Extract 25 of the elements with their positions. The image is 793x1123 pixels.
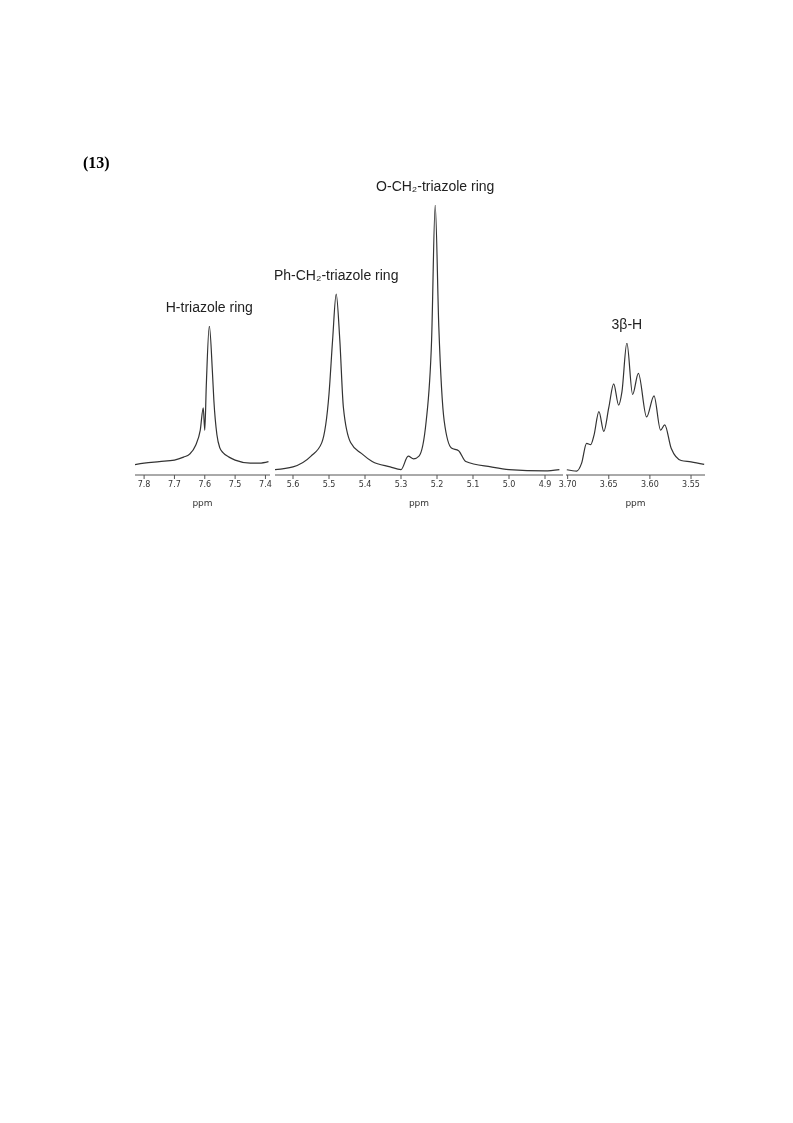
x-tick-label: 7.5 (228, 479, 242, 489)
annotation: O-CH₂-triazole ring (376, 178, 495, 194)
x-tick-label: 4.9 (538, 479, 552, 489)
x-tick-label: 7.7 (168, 479, 181, 489)
annotation: H-triazole ring (165, 299, 253, 315)
x-tick-label: 3.65 (599, 479, 618, 489)
x-tick-label: 5.0 (502, 479, 516, 489)
x-tick-label: 5.4 (358, 479, 372, 489)
x-tick-label: 5.2 (430, 479, 444, 489)
text: (13) (83, 154, 110, 172)
x-tick-label: 3.55 (682, 479, 700, 489)
x-tick-label: 5.3 (394, 479, 408, 489)
annotation: 3β-H (611, 316, 643, 332)
x-tick-label: 5.5 (322, 479, 336, 489)
x-tick-label: 5.6 (286, 479, 300, 489)
x-tick-label: 5.1 (466, 479, 480, 489)
annotation: Ph-CH₂-triazole ring (273, 267, 399, 284)
x-tick-label: 7.6 (198, 479, 212, 489)
x-tick-label: 3.70 (558, 479, 577, 489)
x-axis-title: ppm (408, 498, 430, 508)
x-tick-label: 3.60 (640, 479, 659, 489)
x-tick-label: 7.8 (137, 479, 151, 489)
x-tick-label: 7.4 (259, 479, 272, 489)
x-axis-title: ppm (625, 498, 646, 508)
x-axis-title: ppm (192, 498, 213, 508)
